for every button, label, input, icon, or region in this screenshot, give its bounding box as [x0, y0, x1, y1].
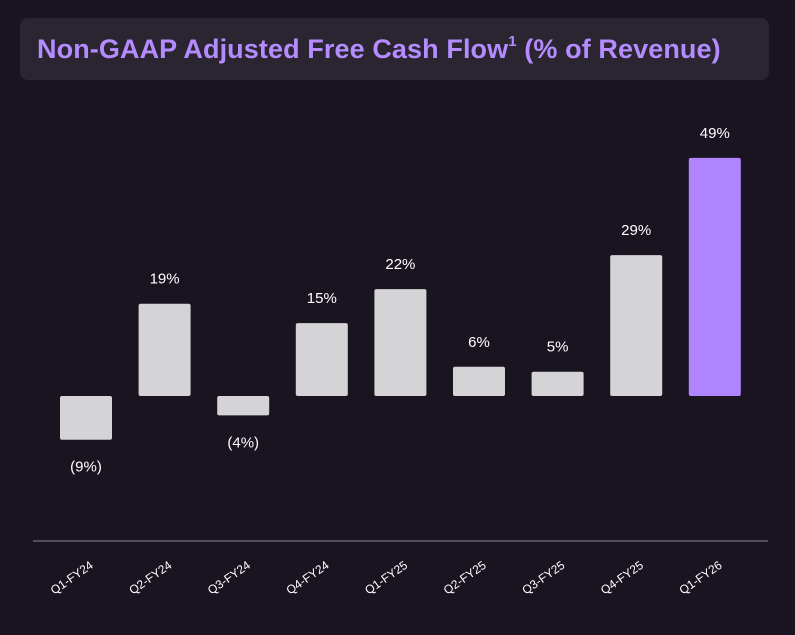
bars-layer [60, 157, 741, 440]
category-label-q1-fy26: Q1-FY26 [677, 558, 725, 598]
value-labels-layer: (9%) 19% (4%) 15% 22% 6% 5% 29% 49% [70, 125, 730, 476]
value-label-q1-fy24: (9%) [70, 459, 102, 476]
category-label-q4-fy24: Q4-FY24 [284, 558, 332, 598]
value-label-q2-fy25: 6% [468, 334, 490, 351]
value-label-q3-fy24: (4%) [227, 434, 259, 451]
chart-title-suffix: (% of Revenue) [516, 33, 721, 64]
chart-title: Non-GAAP Adjusted Free Cash Flow1 (% of … [37, 32, 721, 65]
bar-q2-fy25 [453, 366, 505, 396]
value-label-q1-fy26: 49% [700, 125, 730, 142]
chart-title-box: Non-GAAP Adjusted Free Cash Flow1 (% of … [20, 18, 769, 80]
value-label-q4-fy24: 15% [307, 290, 337, 307]
chart-title-footnote-marker: 1 [508, 32, 517, 50]
category-label-q3-fy24: Q3-FY24 [205, 558, 253, 598]
category-label-q1-fy25: Q1-FY25 [362, 558, 410, 598]
chart-title-main: Non-GAAP Adjusted Free Cash Flow [37, 33, 509, 64]
category-label-q3-fy25: Q3-FY25 [519, 558, 567, 598]
category-label-q1-fy24: Q1-FY24 [48, 558, 96, 598]
bar-q4-fy25 [610, 255, 663, 396]
bar-q1-fy24 [60, 396, 112, 440]
category-label-q4-fy25: Q4-FY25 [598, 558, 646, 598]
value-label-q1-fy25: 22% [385, 256, 415, 273]
value-label-q2-fy24: 19% [150, 271, 180, 288]
bar-q4-fy24 [295, 323, 348, 396]
bar-q1-fy26 [688, 157, 741, 396]
value-label-q3-fy25: 5% [547, 339, 569, 356]
category-label-q2-fy24: Q2-FY24 [126, 558, 174, 598]
bar-q1-fy25 [374, 289, 427, 396]
bar-q2-fy24 [138, 303, 191, 396]
bar-q3-fy24 [217, 396, 270, 416]
category-label-q2-fy25: Q2-FY25 [441, 558, 489, 598]
value-label-q4-fy25: 29% [621, 222, 651, 239]
bar-q3-fy25 [531, 371, 584, 396]
category-labels-layer: Q1-FY24 Q2-FY24 Q3-FY24 Q4-FY24 Q1-FY25 Q2-FY… [48, 558, 725, 598]
